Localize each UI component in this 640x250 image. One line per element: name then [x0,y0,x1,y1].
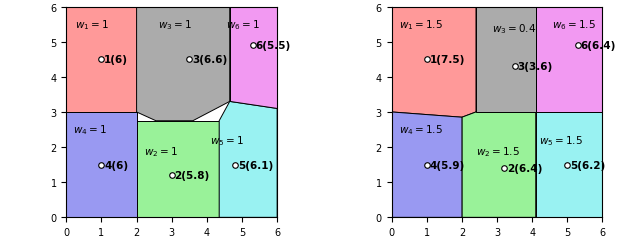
Text: $w_{5}=1$: $w_{5}=1$ [211,134,244,147]
Polygon shape [230,8,277,109]
Polygon shape [219,102,277,218]
Text: 1(6): 1(6) [104,55,128,65]
Text: $w_{4}=1$: $w_{4}=1$ [74,123,107,137]
Polygon shape [392,112,462,218]
Polygon shape [476,8,536,113]
Polygon shape [136,121,219,218]
Text: $w_{2}=1.5$: $w_{2}=1.5$ [476,144,520,158]
Text: 2(6.4): 2(6.4) [507,164,542,173]
Text: 4(6): 4(6) [104,160,129,170]
Text: $w_{6}=1.5$: $w_{6}=1.5$ [552,18,595,32]
Text: 5(6.1): 5(6.1) [238,160,273,170]
Text: 2(5.8): 2(5.8) [175,170,210,180]
Text: 6(6.4): 6(6.4) [580,41,616,51]
Polygon shape [536,112,602,218]
Text: $w_{6}=1$: $w_{6}=1$ [226,18,260,32]
Polygon shape [392,8,476,118]
Text: 3(6.6): 3(6.6) [192,55,227,65]
Polygon shape [136,8,230,121]
Text: $w_{2}=1$: $w_{2}=1$ [143,144,177,158]
Text: $w_{4}=1.5$: $w_{4}=1.5$ [399,123,442,137]
Text: 3(3.6): 3(3.6) [518,62,553,72]
Polygon shape [67,112,136,218]
Text: 1(7.5): 1(7.5) [429,55,465,65]
Text: $w_{1}=1.5$: $w_{1}=1.5$ [399,18,442,32]
Text: $w_{1}=1$: $w_{1}=1$ [75,18,109,32]
Text: $w_{3}=0.4$: $w_{3}=0.4$ [492,22,536,35]
Polygon shape [536,8,602,113]
Text: $w_{3}=1$: $w_{3}=1$ [157,18,191,32]
Text: 4(5.9): 4(5.9) [429,160,465,170]
Text: 6(5.5): 6(5.5) [255,41,291,51]
Polygon shape [462,112,536,218]
Text: $w_{5}=1.5$: $w_{5}=1.5$ [540,134,583,147]
Polygon shape [67,8,136,113]
Text: 5(6.2): 5(6.2) [570,160,605,170]
